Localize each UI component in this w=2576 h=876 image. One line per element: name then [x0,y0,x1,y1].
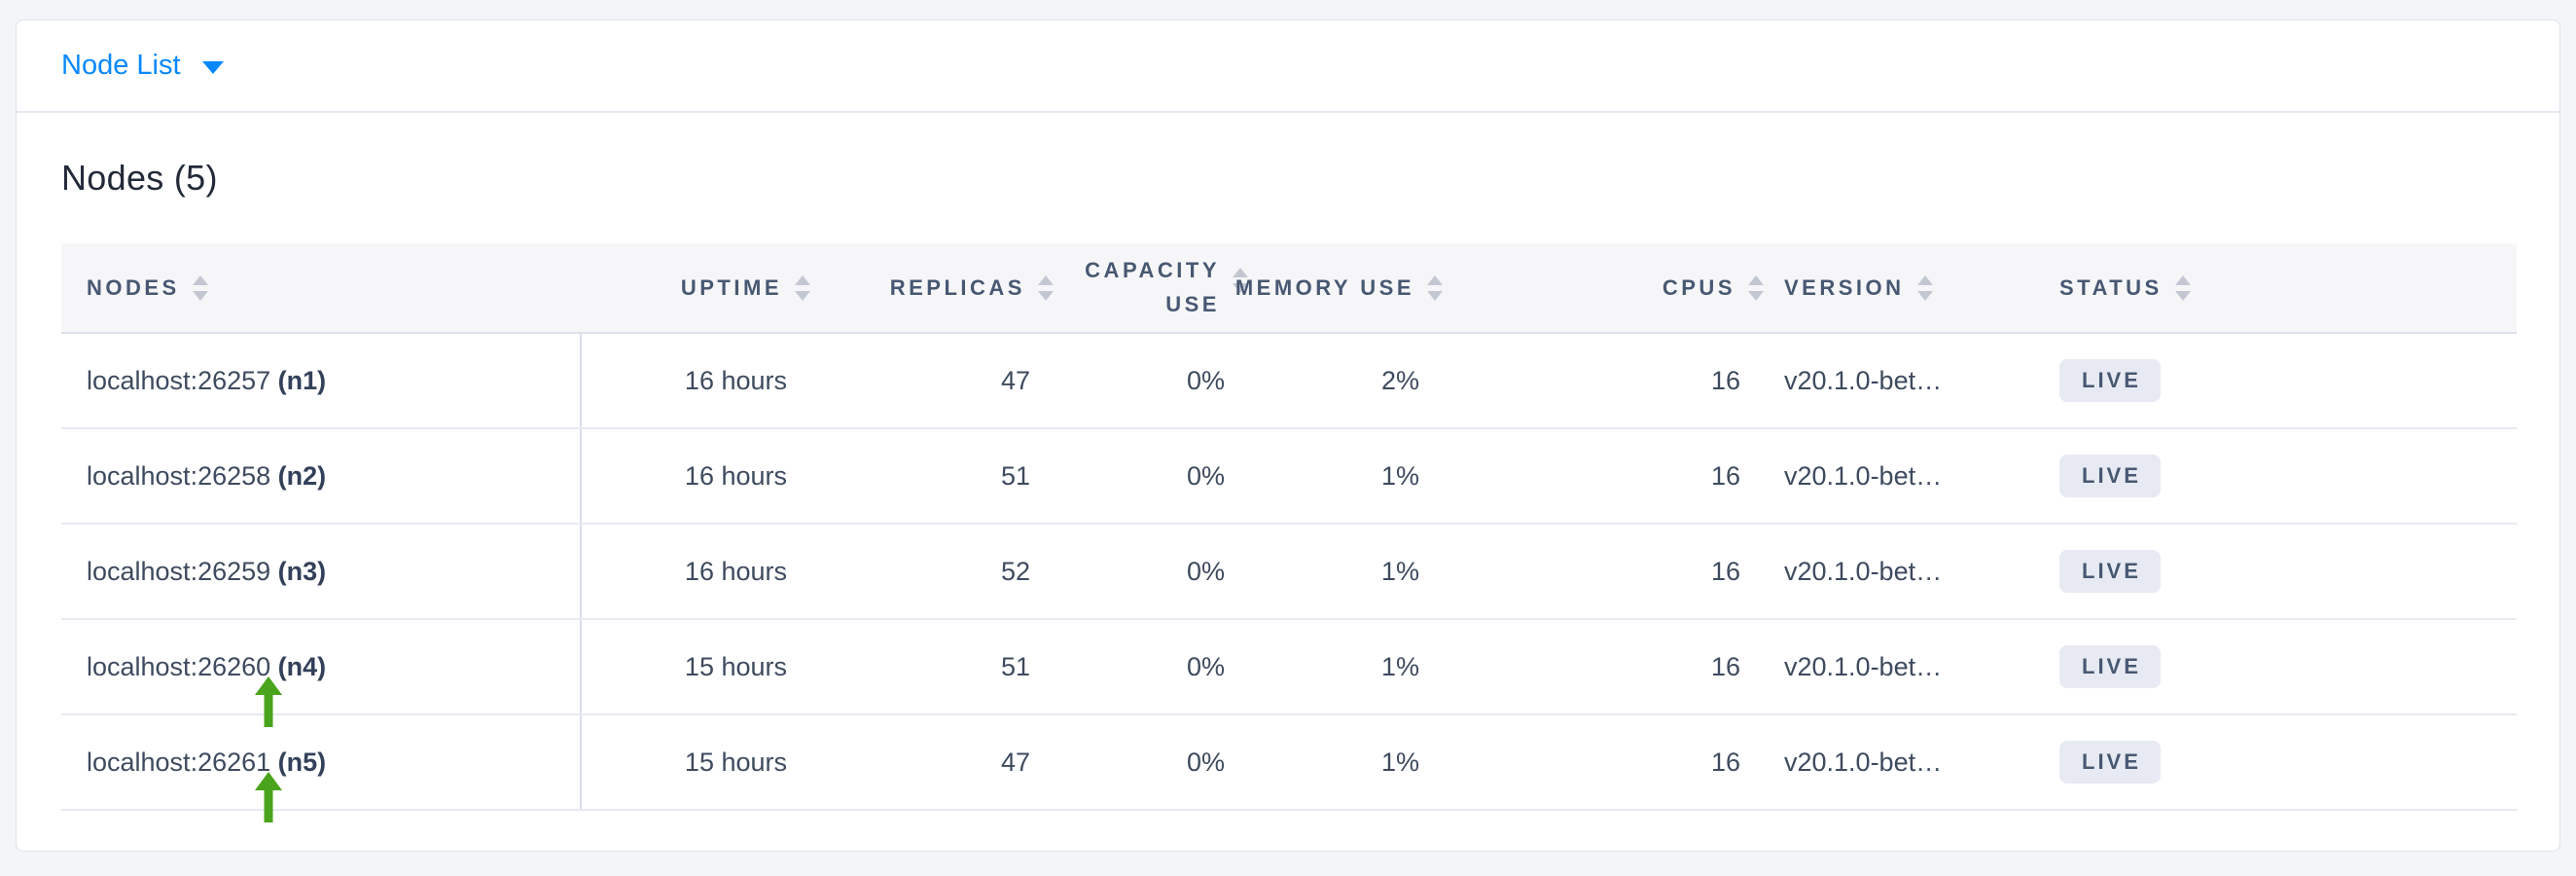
column-header-replicas[interactable]: REPLICAS [816,274,1059,301]
view-selector-dropdown[interactable]: Node List [61,50,224,82]
replicas-cell: 52 [816,524,1059,620]
cpus-cell: 16 [1449,333,1770,429]
node-list-card: Node List Nodes (5) NODES [16,19,2560,852]
version-cell: v20.1.0-bet… [1770,428,2032,525]
table-row: localhost:26259 (n3) 16 hours 52 0% 1% 1… [61,524,2517,620]
uptime-cell: 16 hours [581,428,816,525]
status-badge: LIVE [2059,550,2161,593]
status-badge: LIVE [2059,741,2161,784]
memory-use-cell: 1% [1254,428,1449,525]
capacity-use-cell: 0% [1059,333,1254,429]
table-row: localhost:26258 (n2) 16 hours 51 0% 1% 1… [61,428,2517,525]
sort-icon [1038,274,1054,301]
table-row: localhost:26257 (n1) 16 hours 47 0% 2% 1… [61,333,2517,429]
sort-icon [1427,274,1443,301]
status-badge: LIVE [2059,645,2161,688]
column-header-uptime[interactable]: UPTIME [581,274,816,301]
uptime-cell: 15 hours [581,714,816,811]
nodes-table: NODES UPTIME REPLICAS [61,243,2517,822]
status-badge: LIVE [2059,359,2161,402]
nodes-section: Nodes (5) NODES UPTIME [17,113,2559,850]
view-selector-bar: Node List [17,20,2559,113]
node-link[interactable]: localhost:26258 (n2) [87,460,327,491]
column-header-status[interactable]: STATUS [2032,274,2517,301]
node-link[interactable]: localhost:26261 (n5) [87,747,327,777]
replicas-cell: 47 [816,333,1059,429]
uptime-cell: 16 hours [581,524,816,620]
column-header-version[interactable]: VERSION [1770,274,2032,301]
cpus-cell: 16 [1449,619,1770,715]
cpus-cell: 16 [1449,714,1770,811]
status-badge: LIVE [2059,455,2161,497]
version-cell: v20.1.0-bet… [1770,524,2032,620]
replicas-cell: 51 [816,428,1059,525]
version-cell: v20.1.0-bet… [1770,333,2032,429]
version-cell: v20.1.0-bet… [1770,714,2032,811]
column-header-cpus[interactable]: CPUS [1449,274,1770,301]
sort-icon [2174,274,2191,301]
sort-icon [1748,274,1764,301]
node-link[interactable]: localhost:26259 (n3) [87,556,327,586]
uptime-cell: 16 hours [581,333,816,429]
version-cell: v20.1.0-bet… [1770,619,2032,715]
capacity-use-cell: 0% [1059,714,1254,811]
cpus-cell: 16 [1449,524,1770,620]
sort-icon [1233,268,1248,294]
memory-use-cell: 1% [1254,524,1449,620]
cpus-cell: 16 [1449,428,1770,525]
memory-use-cell: 1% [1254,714,1449,811]
sort-icon [1916,274,1933,301]
memory-use-cell: 2% [1254,333,1449,429]
memory-use-cell: 1% [1254,619,1449,715]
caret-down-icon [201,61,224,74]
column-header-memory-use[interactable]: MEMORY USE [1235,274,1449,301]
node-link[interactable]: localhost:26260 (n4) [87,651,327,681]
uptime-cell: 15 hours [581,619,816,715]
green-up-arrow-icon [255,772,282,822]
capacity-use-cell: 0% [1059,619,1254,715]
replicas-cell: 47 [816,714,1059,811]
node-link[interactable]: localhost:26257 (n1) [87,365,327,395]
table-row: localhost:26260 (n4) 15 hours 51 0% 1% 1… [61,619,2517,727]
table-row: localhost:26261 (n5) 15 hours 47 0% 1% 1… [61,714,2517,822]
capacity-use-cell: 0% [1059,428,1254,525]
page-title: Nodes (5) [61,158,218,198]
sort-icon [192,274,208,301]
column-header-nodes[interactable]: NODES [61,274,581,301]
table-header-row: NODES UPTIME REPLICAS [61,243,2517,334]
replicas-cell: 51 [816,619,1059,715]
sort-icon [795,274,810,301]
column-header-capacity-use[interactable]: CAPACITY USE [1059,254,1254,320]
capacity-use-cell: 0% [1059,524,1254,620]
view-selector-label: Node List [61,50,181,81]
